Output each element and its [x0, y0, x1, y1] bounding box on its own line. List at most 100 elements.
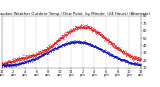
Point	[104, 37, 106, 39]
Point	[61, 44, 64, 45]
Point	[47, 44, 49, 45]
Point	[28, 60, 31, 61]
Point	[46, 46, 49, 47]
Point	[32, 56, 34, 58]
Point	[111, 54, 113, 55]
Point	[85, 42, 88, 43]
Point	[67, 33, 70, 34]
Point	[9, 64, 12, 66]
Point	[96, 32, 99, 34]
Point	[93, 29, 96, 31]
Point	[87, 27, 90, 28]
Point	[11, 65, 14, 66]
Point	[97, 48, 100, 49]
Point	[35, 53, 38, 54]
Point	[39, 50, 41, 52]
Point	[126, 63, 129, 64]
Point	[20, 62, 22, 64]
Point	[82, 26, 85, 27]
Point	[99, 48, 102, 49]
Point	[130, 55, 133, 57]
Point	[112, 57, 115, 58]
Point	[73, 30, 75, 31]
Point	[12, 63, 15, 65]
Point	[1, 65, 3, 66]
Point	[51, 45, 54, 47]
Point	[56, 41, 58, 42]
Point	[8, 60, 10, 62]
Point	[30, 55, 33, 57]
Point	[28, 54, 30, 56]
Point	[132, 58, 135, 59]
Point	[98, 48, 100, 50]
Point	[121, 60, 123, 62]
Point	[126, 55, 129, 56]
Point	[97, 31, 100, 32]
Point	[24, 60, 27, 62]
Point	[33, 59, 35, 61]
Point	[119, 50, 122, 51]
Point	[122, 52, 124, 53]
Point	[78, 26, 80, 28]
Point	[76, 26, 79, 27]
Point	[112, 55, 114, 57]
Point	[105, 39, 107, 40]
Point	[21, 57, 24, 59]
Point	[29, 55, 32, 57]
Point	[60, 39, 62, 40]
Point	[52, 49, 55, 50]
Point	[42, 53, 45, 54]
Point	[24, 61, 26, 62]
Point	[76, 26, 79, 28]
Point	[14, 63, 17, 65]
Point	[14, 59, 17, 60]
Point	[16, 60, 18, 61]
Point	[35, 54, 38, 55]
Point	[101, 33, 103, 35]
Point	[51, 44, 54, 45]
Point	[62, 37, 64, 38]
Point	[88, 44, 90, 45]
Point	[126, 61, 128, 62]
Point	[30, 58, 33, 60]
Point	[114, 46, 116, 48]
Point	[137, 56, 140, 57]
Point	[98, 34, 100, 35]
Point	[1, 64, 4, 65]
Point	[51, 44, 53, 45]
Point	[5, 62, 8, 64]
Point	[78, 27, 80, 28]
Point	[79, 28, 82, 29]
Point	[104, 38, 106, 39]
Point	[52, 44, 54, 45]
Point	[28, 58, 30, 59]
Point	[40, 54, 42, 56]
Point	[7, 60, 10, 61]
Point	[3, 63, 6, 64]
Point	[33, 54, 36, 55]
Point	[94, 31, 97, 33]
Point	[101, 50, 104, 51]
Point	[66, 31, 68, 32]
Point	[25, 61, 28, 63]
Point	[86, 42, 88, 44]
Point	[9, 60, 12, 62]
Point	[91, 45, 93, 46]
Point	[120, 49, 123, 51]
Point	[79, 25, 82, 27]
Point	[18, 58, 21, 60]
Point	[97, 48, 100, 50]
Point	[77, 43, 79, 44]
Point	[23, 58, 26, 59]
Point	[27, 61, 30, 62]
Point	[11, 58, 13, 60]
Point	[39, 57, 42, 58]
Point	[79, 42, 82, 43]
Point	[118, 58, 121, 59]
Point	[67, 42, 70, 44]
Point	[18, 64, 20, 65]
Point	[44, 53, 47, 55]
Point	[24, 61, 27, 62]
Point	[104, 40, 107, 41]
Point	[96, 47, 99, 49]
